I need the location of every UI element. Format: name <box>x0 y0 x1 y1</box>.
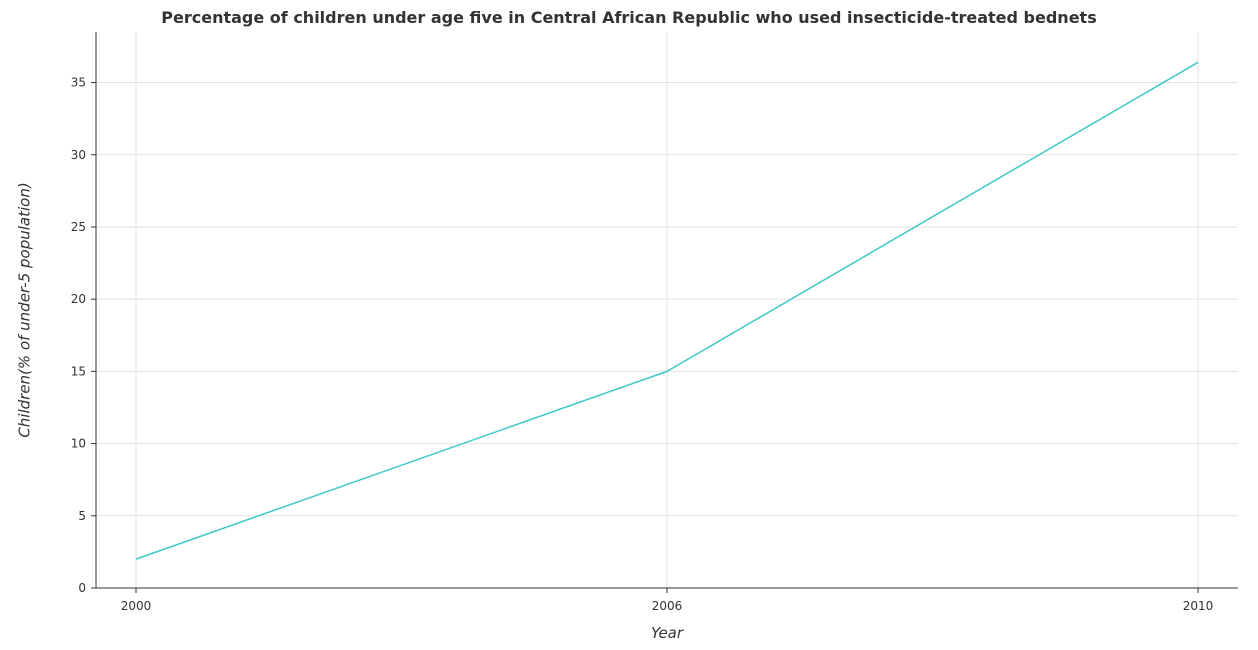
x-tick-label: 2000 <box>121 599 152 613</box>
y-tick-label: 35 <box>71 76 86 90</box>
chart-title: Percentage of children under age five in… <box>161 8 1097 27</box>
x-axis-label: Year <box>651 624 684 642</box>
y-tick-label: 5 <box>78 509 86 523</box>
x-tick-label: 2010 <box>1183 599 1214 613</box>
y-tick-label: 10 <box>71 437 86 451</box>
y-tick-labels: 0 5 10 15 20 25 30 35 <box>71 76 86 595</box>
y-tick-label: 25 <box>71 220 86 234</box>
grid-lines <box>96 32 1238 589</box>
y-tick-label: 0 <box>78 581 86 595</box>
x-tick-labels: 2000 2006 2010 <box>121 599 1214 613</box>
y-tick-label: 20 <box>71 292 86 306</box>
x-tick-label: 2006 <box>652 599 683 613</box>
series-lines <box>135 61 1199 560</box>
y-axis-label: Children(% of under-5 population) <box>15 182 33 437</box>
y-tick-label: 30 <box>71 148 86 162</box>
axes <box>91 32 1238 593</box>
y-tick-label: 15 <box>71 364 86 378</box>
